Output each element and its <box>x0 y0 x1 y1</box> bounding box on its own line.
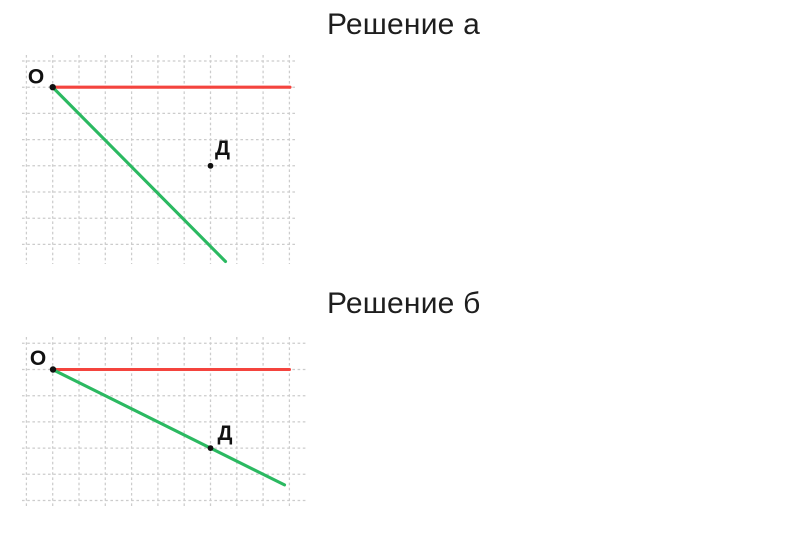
figure-a: ОД <box>22 55 296 264</box>
point-dot-D <box>207 445 214 451</box>
point-label-O: О <box>30 347 46 370</box>
green-ray <box>51 85 228 264</box>
green-ray <box>51 368 287 487</box>
point-dot-D <box>207 162 214 169</box>
figure-b: ОД <box>22 337 307 508</box>
panel-b-title: Решение б <box>327 287 481 320</box>
point-label-D: Д <box>218 422 233 445</box>
point-label-D: Д <box>215 137 230 160</box>
point-label-O: О <box>28 66 44 89</box>
panel-a-title: Решение а <box>327 8 480 41</box>
point-dot-O <box>49 84 56 91</box>
point-dot-O <box>49 366 57 373</box>
